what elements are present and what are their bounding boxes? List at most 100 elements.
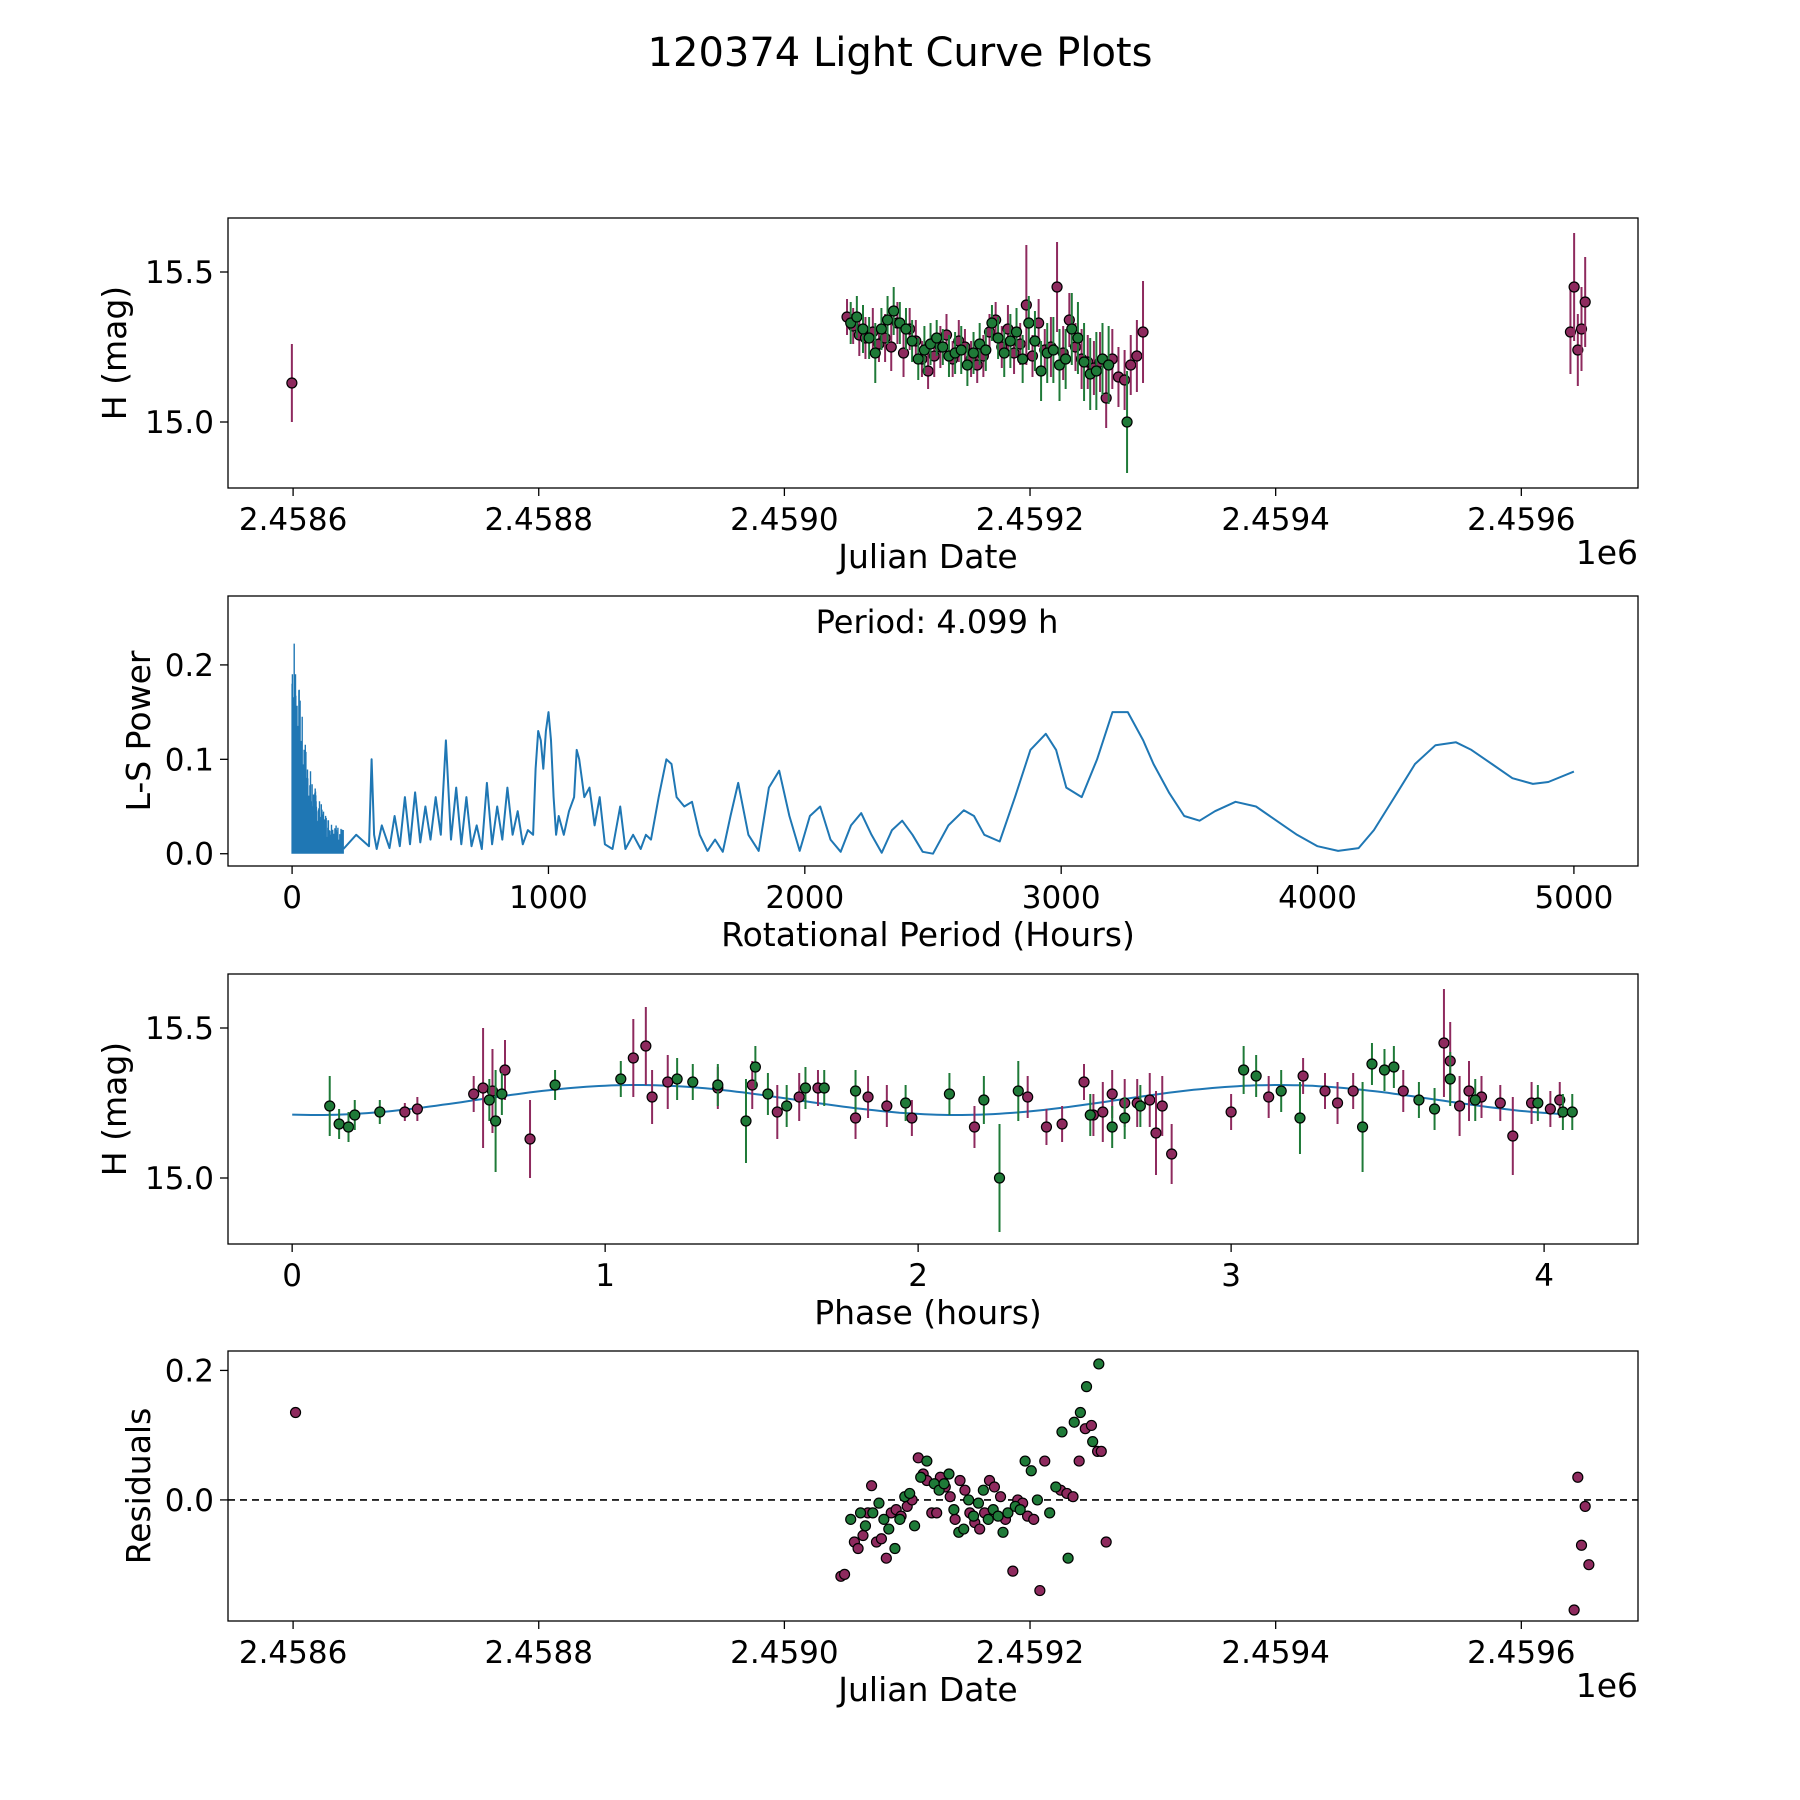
periodogram-dense-peaks <box>291 643 344 854</box>
residuals-point-green <box>883 1523 895 1535</box>
residuals-point-magenta <box>1034 1584 1046 1597</box>
lightcurve-point-magenta <box>1575 323 1588 335</box>
phased-point-magenta <box>1156 1100 1168 1112</box>
phased-xtick-label: 0 <box>282 1258 302 1294</box>
phased-point-green <box>1532 1097 1544 1109</box>
phased-point-green <box>549 1079 561 1091</box>
phased-point-green <box>762 1088 774 1100</box>
lightcurve-point-green <box>980 344 992 356</box>
phased-point-magenta <box>640 1040 652 1052</box>
phased-point-green <box>333 1118 345 1130</box>
phased-ytick-label: 15.0 <box>145 1161 214 1197</box>
residuals-point-green <box>1062 1552 1074 1564</box>
phased-point-green <box>749 1061 761 1073</box>
residuals-point-magenta <box>974 1523 986 1535</box>
phased-panel: 0 1 2 3 4 15.0 15.5 Phase (hours) H (mag) <box>95 973 1639 1332</box>
residuals-plot-area <box>228 1358 1638 1616</box>
phased-point-magenta <box>881 1100 893 1112</box>
phased-point-green <box>849 1085 862 1097</box>
lightcurve-plot-area <box>286 233 1591 473</box>
phased-point-magenta <box>1438 1037 1450 1049</box>
periodogram-xtick-label: 3000 <box>1022 880 1101 916</box>
residuals-point-magenta <box>1579 1500 1591 1512</box>
residuals-point-magenta <box>1583 1559 1595 1571</box>
phased-point-green <box>943 1088 956 1100</box>
phased-xlabel: Phase (hours) <box>814 1293 1042 1332</box>
lightcurve-offset-label: 1e6 <box>1576 533 1638 572</box>
periodogram-panel: 0 1000 2000 3000 4000 5000 0.0 0.1 0.2 Rotational… <box>119 595 1639 954</box>
periodogram-ytick-label: 0.0 <box>165 837 214 873</box>
phased-point-magenta <box>1056 1118 1068 1130</box>
phased-point-magenta <box>1150 1127 1162 1139</box>
residuals-point-green <box>992 1510 1004 1522</box>
phased-point-magenta <box>1453 1100 1466 1112</box>
phased-point-green <box>993 1172 1006 1184</box>
lightcurve-point-magenta <box>897 347 910 359</box>
phased-point-green <box>349 1109 361 1121</box>
lightcurve-point-magenta <box>1026 350 1039 362</box>
periodogram-xlabel: Rotational Period (Hours) <box>721 915 1135 954</box>
residuals-point-green <box>1025 1465 1037 1477</box>
lightcurve-point-green <box>1121 416 1133 428</box>
residuals-point-green <box>904 1487 916 1500</box>
phased-point-green <box>490 1115 502 1127</box>
residuals-point-green <box>859 1520 872 1532</box>
phased-point-green <box>1012 1085 1024 1097</box>
phased-point-magenta <box>793 1091 805 1103</box>
residuals-point-green <box>1044 1507 1056 1519</box>
lightcurve-point-green <box>1035 365 1047 377</box>
residuals-point-green <box>1074 1406 1086 1419</box>
lightcurve-point-magenta <box>1564 326 1577 338</box>
residuals-point-green <box>1056 1426 1068 1438</box>
residuals-point-magenta <box>865 1480 878 1492</box>
lightcurve-point-magenta <box>1119 374 1131 386</box>
phased-point-green <box>1469 1094 1481 1106</box>
residuals-xtick-label: 2.4590 <box>730 1635 838 1671</box>
panels: 2.4586 2.4588 2.4590 2.4592 2.4594 2.4596 15.0… <box>95 217 1639 1709</box>
residuals-point-green <box>1019 1455 1031 1467</box>
residuals-point-green <box>894 1513 906 1525</box>
lightcurve-point-magenta <box>1125 359 1137 371</box>
periodogram-xtick-label: 4000 <box>1278 880 1357 916</box>
lightcurve-xtick-label: 2.4592 <box>976 502 1084 538</box>
phased-point-green <box>1294 1112 1306 1124</box>
lightcurve-point-green <box>1047 344 1059 356</box>
phased-point-green <box>615 1073 627 1085</box>
residuals-point-green <box>845 1513 857 1525</box>
periodogram-frame <box>227 595 1639 867</box>
phased-point-magenta <box>1106 1088 1118 1100</box>
residuals-point-green <box>997 1526 1009 1538</box>
residuals-point-magenta <box>994 1491 1007 1503</box>
residuals-point-green <box>977 1484 989 1496</box>
phased-point-magenta <box>1078 1076 1090 1088</box>
phased-point-green <box>712 1079 724 1091</box>
phased-point-magenta <box>1022 1091 1034 1103</box>
residuals-point-green <box>908 1520 921 1532</box>
phased-point-magenta <box>771 1106 783 1118</box>
residuals-offset-label: 1e6 <box>1576 1666 1638 1705</box>
lightcurve-point-green <box>1078 356 1090 368</box>
residuals-point-magenta <box>1067 1491 1079 1503</box>
residuals-point-magenta <box>988 1481 1001 1493</box>
residuals-point-magenta <box>1007 1565 1019 1577</box>
phased-point-green <box>342 1121 355 1133</box>
phased-point-green <box>1106 1121 1118 1133</box>
residuals-point-magenta <box>875 1533 888 1545</box>
residuals-point-green <box>972 1497 985 1509</box>
lightcurve-point-green <box>1066 323 1078 335</box>
figure-title: 120374 Light Curve Plots <box>648 30 1153 76</box>
phased-point-green <box>1566 1106 1578 1118</box>
lightcurve-point-magenta <box>1131 350 1143 362</box>
residuals-point-green <box>915 1471 927 1483</box>
residuals-point-green <box>1031 1494 1043 1506</box>
phased-plot-area <box>292 989 1578 1232</box>
period-annotation: Period: 4.099 h <box>816 603 1059 641</box>
phased-point-magenta <box>1225 1106 1237 1118</box>
residuals-point-magenta <box>289 1406 302 1419</box>
lightcurve-point-green <box>900 323 912 335</box>
residuals-point-magenta <box>949 1513 961 1525</box>
lightcurve-point-green <box>1090 365 1102 377</box>
phased-point-green <box>496 1088 508 1100</box>
phased-point-magenta <box>1319 1085 1331 1097</box>
